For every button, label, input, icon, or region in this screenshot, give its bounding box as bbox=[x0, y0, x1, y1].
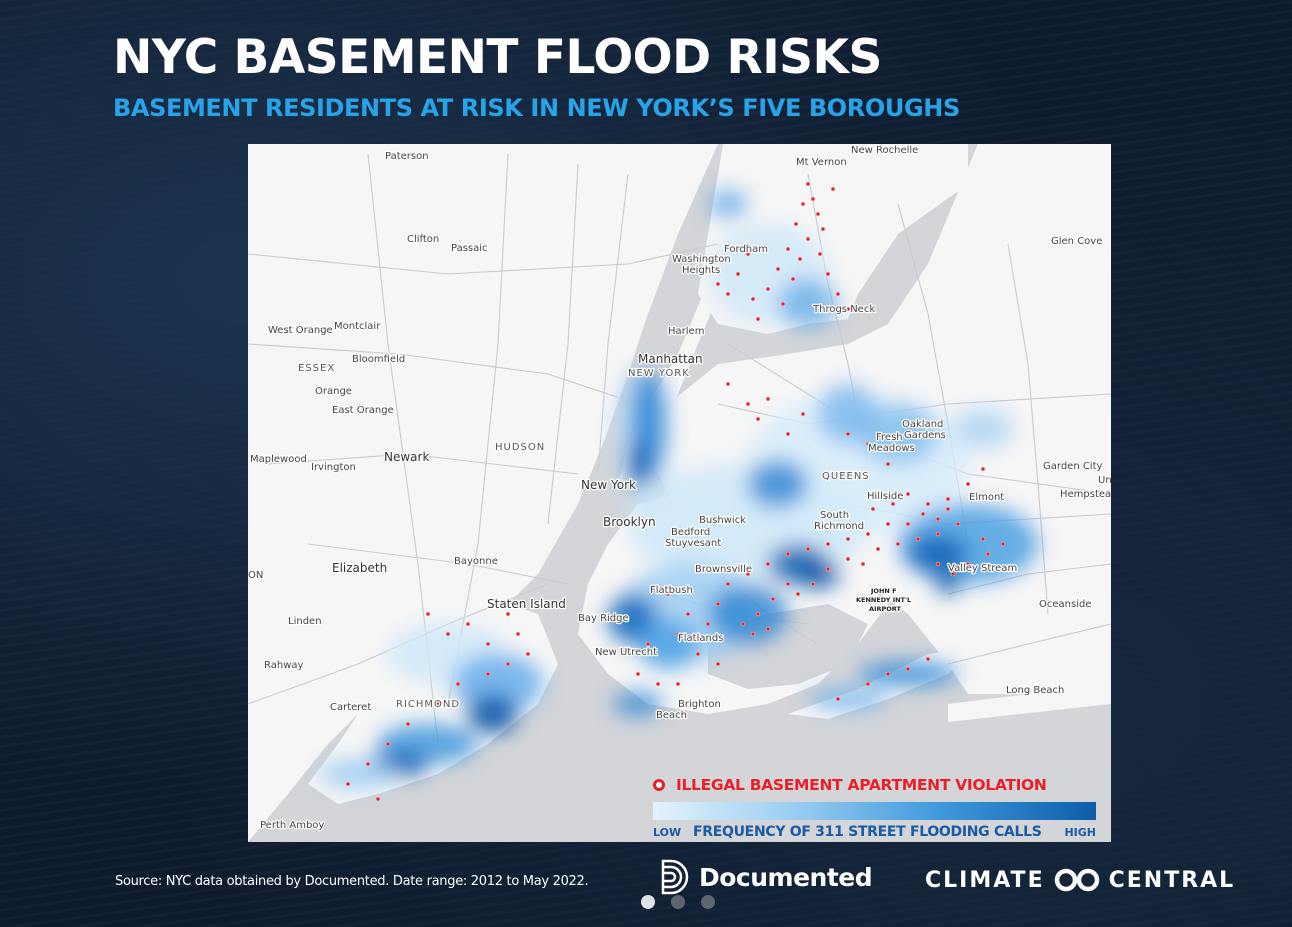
label-new-utrecht: New Utrecht bbox=[595, 647, 657, 658]
label-paterson: Paterson bbox=[385, 151, 429, 162]
label-orange: Orange bbox=[315, 386, 352, 397]
label-hillside: Hillside bbox=[867, 491, 903, 502]
label-fordham: Fordham bbox=[724, 244, 768, 255]
page-title: NYC BASEMENT FLOOD RISKS bbox=[113, 30, 882, 85]
label-passaic: Passaic bbox=[451, 243, 488, 254]
label-garden-city: Garden City bbox=[1043, 461, 1103, 472]
label-throgs-neck: Throgs Neck bbox=[812, 304, 875, 315]
legend-violation: ILLEGAL BASEMENT APARTMENT VIOLATION bbox=[653, 776, 1047, 794]
label-hempstead: Hempstead bbox=[1060, 489, 1111, 500]
label-fresh-meadows: Fresh bbox=[876, 432, 903, 443]
concentric-d-icon bbox=[661, 859, 689, 895]
map-place-labels: Paterson Mt Vernon New Rochelle Clifton … bbox=[248, 144, 1111, 832]
legend-high-label: HIGH bbox=[1064, 826, 1096, 839]
legend-violation-label: ILLEGAL BASEMENT APARTMENT VIOLATION bbox=[676, 776, 1047, 794]
label-south-richmond: South bbox=[820, 510, 849, 521]
label-manhattan: Manhattan bbox=[638, 352, 703, 366]
climate-central-logo[interactable]: CLIMATE CENTRAL bbox=[925, 867, 1235, 893]
source-note: Source: NYC data obtained by Documented.… bbox=[115, 874, 589, 889]
label-staten-island: Staten Island bbox=[487, 597, 566, 611]
label-bayonne: Bayonne bbox=[454, 556, 498, 567]
label-maplewood: Maplewood bbox=[250, 454, 307, 465]
label-bloomfield: Bloomfield bbox=[352, 354, 405, 365]
label-elizabeth: Elizabeth bbox=[332, 561, 387, 575]
label-washington-heights-line-2: Heights bbox=[682, 265, 720, 276]
label-west-orange: West Orange bbox=[268, 325, 333, 336]
page-subtitle: BASEMENT RESIDENTS AT RISK IN NEW YORK’S… bbox=[113, 94, 960, 122]
label-rahway: Rahway bbox=[264, 660, 304, 671]
label-south-richmond-line-2: Richmond bbox=[814, 521, 864, 532]
label-bedford-stuyvesant-line-2: Stuyvesant bbox=[665, 538, 721, 549]
label-new-york: New York bbox=[581, 478, 636, 492]
label-brownsville: Brownsville bbox=[695, 564, 752, 575]
carousel-dot-3[interactable] bbox=[701, 895, 715, 909]
label-elmont: Elmont bbox=[969, 492, 1004, 503]
label-richmond: RICHMOND bbox=[396, 699, 460, 710]
legend-low-label: LOW bbox=[653, 826, 682, 839]
carousel-indicators bbox=[641, 895, 731, 909]
carousel-dot-2[interactable] bbox=[671, 895, 685, 909]
flood-risk-map[interactable]: Paterson Mt Vernon New Rochelle Clifton … bbox=[248, 144, 1111, 842]
label-oceanside: Oceanside bbox=[1039, 599, 1091, 610]
legend-flooding-label: FREQUENCY OF 311 STREET FLOODING CALLS bbox=[693, 824, 1042, 840]
label-perth-amboy: Perth Amboy bbox=[260, 820, 324, 831]
label-valley-stream: Valley Stream bbox=[948, 563, 1017, 574]
label-irvington: Irvington bbox=[311, 462, 356, 473]
label-bushwick: Bushwick bbox=[699, 515, 746, 526]
map-canvas: Paterson Mt Vernon New Rochelle Clifton … bbox=[248, 144, 1111, 842]
label-oakland-gardens-line-2: Gardens bbox=[904, 430, 946, 441]
legend-flooding-gradient bbox=[653, 802, 1096, 820]
label-brighton-beach-line-2: Beach bbox=[656, 710, 687, 721]
label-montclair: Montclair bbox=[334, 321, 381, 332]
label-bedford-stuyvesant: Bedford bbox=[671, 527, 710, 538]
label-flatlands: Flatlands bbox=[678, 633, 723, 644]
label-brighton-beach: Brighton bbox=[678, 699, 721, 710]
documented-wordmark: Documented bbox=[699, 862, 873, 892]
label-hudson: HUDSON bbox=[495, 442, 545, 453]
infinity-loop-icon bbox=[1054, 868, 1099, 892]
street-flooding-heatmap bbox=[318, 189, 1038, 789]
label-new-rochelle: New Rochelle bbox=[851, 145, 918, 156]
label-mt-vernon: Mt Vernon bbox=[796, 157, 847, 168]
label-linden: Linden bbox=[288, 616, 322, 627]
map-legend: ILLEGAL BASEMENT APARTMENT VIOLATION LOW… bbox=[653, 774, 1103, 840]
basement-violation-points bbox=[345, 181, 1006, 802]
label-jfk-airport-line-3: AIRPORT bbox=[869, 605, 901, 613]
label-clifton: Clifton bbox=[407, 234, 439, 245]
label-harlem: Harlem bbox=[668, 326, 704, 337]
label-new-york-county: NEW YORK bbox=[628, 368, 690, 379]
label-queens: QUEENS bbox=[822, 471, 870, 482]
label-fresh-meadows-line-2: Meadows bbox=[868, 443, 915, 454]
climate-central-wordmark-left: CLIMATE bbox=[925, 867, 1045, 893]
label-glen-cove: Glen Cove bbox=[1051, 236, 1102, 247]
carousel-dot-1[interactable] bbox=[641, 895, 655, 909]
label-washington-heights: Washington bbox=[672, 254, 731, 265]
documented-logo[interactable]: Documented bbox=[659, 857, 873, 897]
label-jfk-airport: JOHN F bbox=[870, 587, 897, 595]
label-essex: ESSEX bbox=[298, 363, 335, 374]
label-edge-on: ON bbox=[248, 570, 263, 581]
climate-central-wordmark-right: CENTRAL bbox=[1108, 867, 1236, 893]
violation-marker-icon bbox=[653, 779, 665, 791]
label-edge-un: Un bbox=[1098, 475, 1111, 486]
label-east-orange: East Orange bbox=[332, 405, 394, 416]
label-flatbush: Flatbush bbox=[650, 585, 693, 596]
label-newark: Newark bbox=[384, 450, 429, 464]
label-bay-ridge: Bay Ridge bbox=[578, 613, 629, 624]
long-beach-barrier-land bbox=[948, 684, 1111, 722]
label-carteret: Carteret bbox=[330, 702, 371, 713]
label-oakland-gardens: Oakland bbox=[902, 419, 943, 430]
label-brooklyn: Brooklyn bbox=[603, 515, 656, 529]
label-long-beach: Long Beach bbox=[1006, 685, 1064, 696]
label-jfk-airport-line-2: KENNEDY INT'L bbox=[856, 596, 911, 604]
